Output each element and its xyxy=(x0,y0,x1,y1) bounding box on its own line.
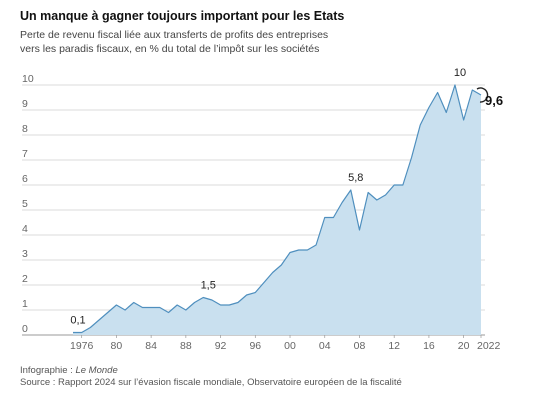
source-line: Source : Rapport 2024 sur l’évasion fisc… xyxy=(20,377,402,388)
y-tick-label: 3 xyxy=(22,248,28,260)
y-tick-label: 1 xyxy=(22,298,28,310)
y-tick-label: 7 xyxy=(22,148,28,160)
x-tick-label: 08 xyxy=(354,340,366,352)
chart-subtitle: Perte de revenu fiscal liée aux transfer… xyxy=(20,28,340,56)
annotation-label: 1,5 xyxy=(201,280,216,292)
annotation-label: 5,8 xyxy=(348,172,363,184)
x-tick-label: 88 xyxy=(180,340,192,352)
series-line xyxy=(73,84,482,334)
credit-line: Infographie : Le Monde xyxy=(20,365,402,377)
y-tick-label: 5 xyxy=(22,198,28,210)
chart-title: Un manque à gagner toujours important po… xyxy=(20,9,345,23)
plot-area xyxy=(73,84,482,335)
annotation-label: 10 xyxy=(454,67,466,79)
area-fill xyxy=(73,85,481,335)
x-tick-label: 84 xyxy=(145,340,157,352)
final-value-label: 9,6 xyxy=(485,93,503,108)
x-tick-label: 12 xyxy=(388,340,400,352)
y-tick-label: 6 xyxy=(22,173,28,185)
annotation-label: 0,1 xyxy=(70,315,85,327)
y-tick-label: 2 xyxy=(22,273,28,285)
y-tick-label: 0 xyxy=(22,323,28,335)
x-tick-label: 96 xyxy=(249,340,261,352)
x-tick-label: 80 xyxy=(111,340,123,352)
y-axis-ticks: 0 1 2 3 4 5 6 7 8 9 10 xyxy=(22,73,34,335)
x-tick-label: 00 xyxy=(284,340,296,352)
x-tick-label: 2022 xyxy=(477,340,501,352)
y-tick-label: 10 xyxy=(22,73,34,85)
x-axis-ticks: 1976 80 84 88 92 96 00 04 08 12 16 20 2022 xyxy=(70,335,501,352)
subtitle-line-1: Perte de revenu fiscal liée aux transfer… xyxy=(20,29,329,41)
x-tick-label: 16 xyxy=(423,340,435,352)
credit-name: Le Monde xyxy=(75,365,118,376)
y-tick-label: 4 xyxy=(22,223,28,235)
credit-prefix: Infographie : xyxy=(20,365,76,376)
annotations: 0,1 1,5 5,8 10 9,6 xyxy=(70,67,503,327)
y-tick-label: 8 xyxy=(22,123,28,135)
x-tick-label: 92 xyxy=(215,340,227,352)
subtitle-line-2: vers les paradis fiscaux, en % du total … xyxy=(20,43,320,55)
chart-footer: Infographie : Le Monde Source : Rapport … xyxy=(20,365,402,389)
y-tick-label: 9 xyxy=(22,98,28,110)
x-tick-label: 04 xyxy=(319,340,331,352)
x-tick-label: 20 xyxy=(458,340,470,352)
final-value-marker xyxy=(476,87,489,103)
x-tick-label: 1976 xyxy=(70,340,94,352)
